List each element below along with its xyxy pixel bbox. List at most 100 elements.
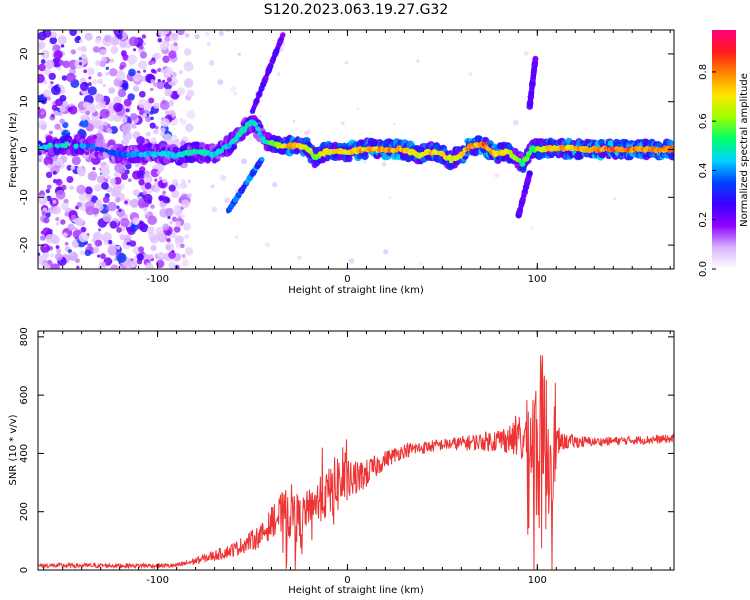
spectrogram-cell — [142, 113, 147, 118]
spectrogram-cell — [208, 60, 215, 66]
spectrogram-cell — [138, 178, 146, 186]
spectrogram-cell — [106, 128, 113, 134]
spectrogram-cell — [40, 243, 51, 254]
spectrogram-cell — [81, 53, 87, 60]
spectrogram-cell — [110, 264, 119, 269]
spectrogram-cell — [76, 184, 86, 195]
spectrogram-cell — [187, 192, 192, 198]
spectrogram-cell — [69, 251, 75, 257]
snr-frame — [37, 330, 675, 571]
snr-y-tick-label: 800 — [19, 327, 30, 346]
spectrogram-cell — [154, 178, 158, 182]
spectrogram-cell — [119, 234, 126, 241]
spectrogram-cell — [159, 42, 168, 51]
spectrogram-cell — [113, 185, 122, 194]
spectrogram-cell — [180, 243, 185, 249]
spectrogram-cell — [179, 118, 187, 126]
spectrogram-cell — [87, 82, 92, 86]
spectrogram-cell — [49, 164, 60, 175]
spectrogram-cell — [45, 171, 53, 179]
spectrogram-cell — [110, 46, 119, 54]
spectrogram-cell — [168, 251, 176, 259]
spectrogram-cell — [172, 134, 177, 140]
spectrogram-cell — [150, 235, 159, 244]
spectrogram-cell — [182, 259, 190, 267]
spectrogram-cell — [219, 148, 224, 154]
spectrogram-cell — [38, 73, 45, 84]
spectrogram-y-tick-label: 20 — [19, 48, 30, 61]
spectrogram-cell — [171, 249, 175, 253]
spectrogram-cell — [51, 57, 62, 68]
spectrogram-cell — [110, 36, 120, 46]
spectrogram-cell — [184, 48, 192, 56]
spectrogram-cell — [88, 171, 98, 180]
spectrogram-cell — [182, 222, 191, 231]
spectrogram-cell — [80, 114, 87, 121]
spectrogram-cell — [125, 108, 130, 113]
spectrogram-cell — [62, 60, 71, 69]
spectrogram-cell — [64, 141, 70, 147]
spectrogram-cell — [153, 185, 161, 193]
spectrogram-cell — [87, 243, 92, 248]
spectrogram-x-tick-label: 0 — [344, 274, 350, 285]
spectrogram-cell — [95, 37, 101, 44]
spectrogram-cell — [143, 177, 151, 184]
spectrogram-cell — [138, 62, 143, 67]
spectrogram-cell — [94, 184, 102, 192]
spectrogram-cell — [70, 214, 76, 220]
snr-panel: -100 0 100 0 200 400 600 800 Height of straigh… — [8, 327, 675, 596]
spectrogram-cell — [666, 139, 674, 147]
spectrogram-cell — [45, 59, 55, 69]
spectrogram-cell — [77, 47, 81, 51]
spectrogram-cell — [169, 221, 173, 225]
spectrogram-cell — [105, 66, 110, 71]
spectrogram-cell — [82, 101, 90, 109]
spectrogram-cell — [80, 45, 87, 53]
spectrogram-cell — [150, 116, 154, 121]
spectrogram-cell — [49, 36, 58, 45]
spectrogram-cell — [168, 184, 176, 192]
spectrogram-cell — [57, 35, 67, 45]
colorbar-tick-label: 0.2 — [698, 212, 709, 228]
spectrogram-cell — [108, 239, 113, 245]
spectrogram-cell — [61, 75, 68, 81]
spectrogram-cell — [89, 143, 96, 150]
snr-x-tick-label: -100 — [146, 575, 169, 586]
spectrogram-cell — [76, 35, 81, 41]
snr-y-tick-label: 400 — [19, 444, 30, 463]
spectrogram-cell — [54, 123, 61, 130]
spectrogram-cell — [38, 252, 41, 257]
spectrogram-cell — [523, 50, 529, 56]
spectrogram-cell — [95, 93, 105, 103]
spectrogram-cell — [48, 130, 53, 135]
spectrogram-cell — [181, 254, 186, 258]
spectrogram-cell — [160, 69, 165, 73]
spectrogram-cell — [150, 204, 155, 209]
spectrogram-cell — [146, 226, 155, 235]
spectrogram-cell — [361, 152, 369, 161]
spectrogram-cell — [104, 35, 111, 42]
figure-title: S120.2023.063.19.27.G32 — [264, 2, 449, 18]
spectrogram-cell — [78, 62, 83, 66]
spectrogram-cell — [416, 59, 420, 63]
spectrogram-cell — [42, 227, 51, 237]
spectrogram-cell — [160, 117, 170, 128]
spectrogram-cell — [119, 65, 124, 70]
spectrogram-cell — [162, 223, 170, 231]
spectrogram-cell — [362, 159, 368, 165]
spectrogram-cell — [64, 212, 69, 217]
spectrogram-xlabel: Height of straight line (km) — [288, 285, 424, 296]
spectrogram-cell — [97, 72, 103, 77]
spectrogram-cell — [238, 141, 242, 145]
spectrogram-cell — [92, 166, 96, 171]
spectrogram-cell — [59, 118, 65, 125]
spectrogram-cell — [129, 198, 139, 208]
snr-y-tick-label: 0 — [19, 567, 30, 573]
spectrogram-cell — [95, 199, 102, 206]
spectrogram-cell — [126, 241, 131, 246]
spectrogram-cell — [43, 89, 52, 98]
spectrogram-cell — [40, 110, 45, 116]
spectrogram-y-tick-label: 10 — [19, 95, 30, 108]
spectrogram-cell — [105, 71, 110, 76]
spectrogram-cell — [150, 245, 157, 252]
